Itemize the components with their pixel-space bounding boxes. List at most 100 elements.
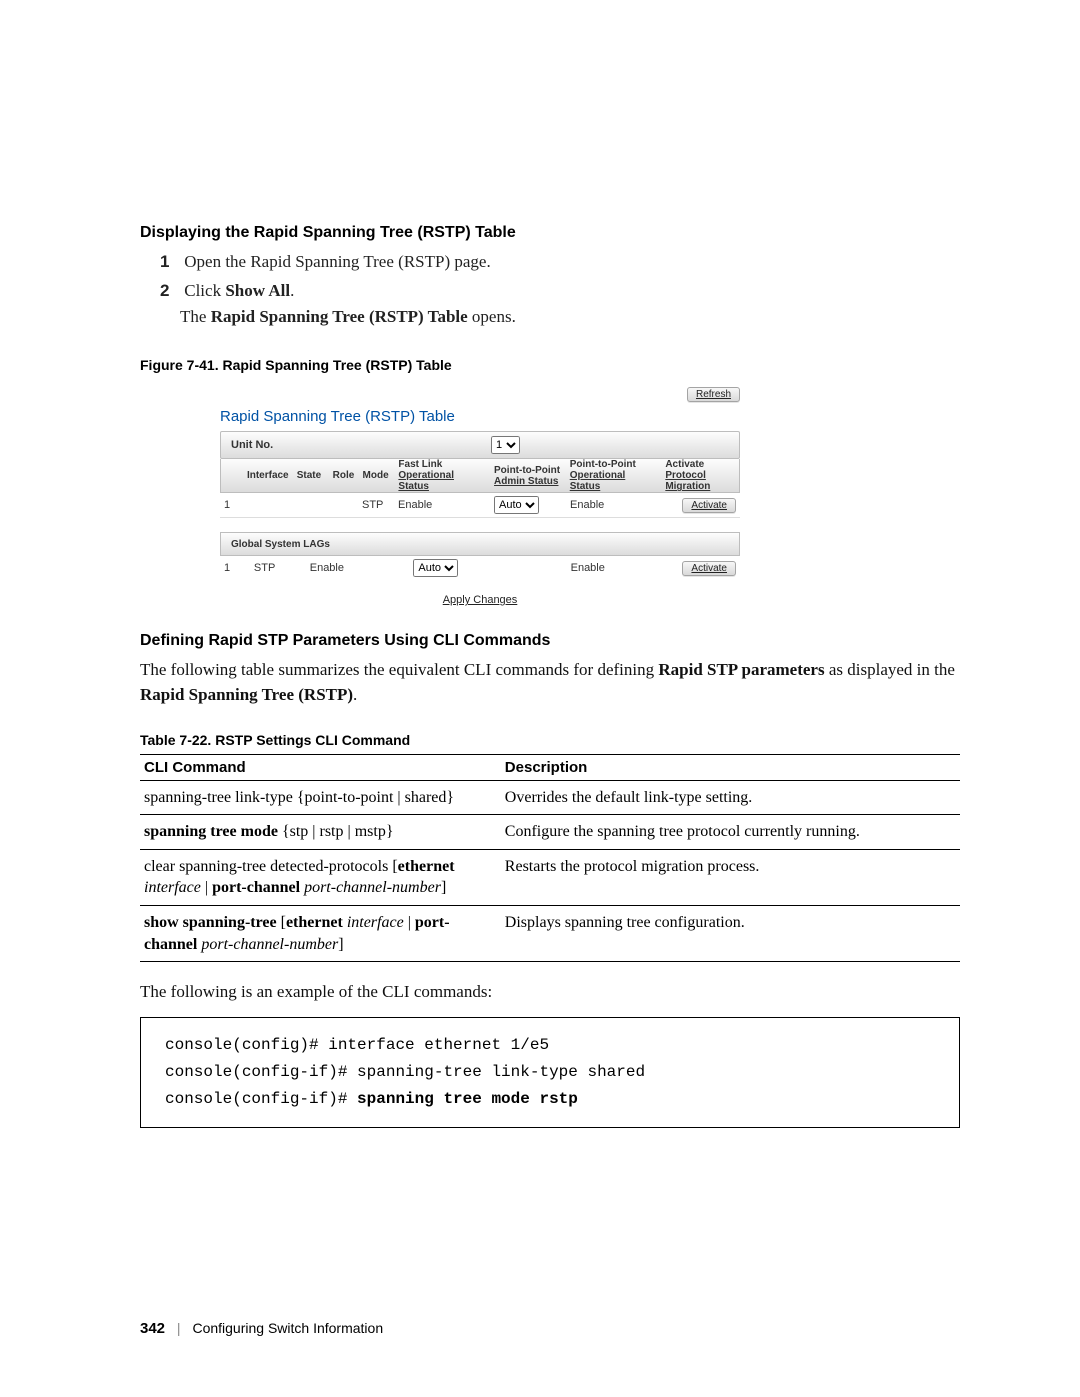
figure-caption-title: Rapid Spanning Tree (RSTP) Table	[222, 357, 451, 373]
cli-r3-g: port-channel-number	[300, 879, 441, 896]
step-1-text: Open the Rapid Spanning Tree (RSTP) page…	[184, 252, 490, 271]
cli-r4-a: show spanning-tree	[144, 914, 281, 931]
example-intro: The following is an example of the CLI c…	[140, 980, 960, 1005]
step-2-sub-a: The	[180, 307, 211, 326]
figure-caption-pre: Figure 7-41.	[140, 357, 222, 373]
row1-p2p-admin-select[interactable]: Auto	[494, 496, 539, 514]
cli-row-4: show spanning-tree [ethernet interface |…	[140, 905, 960, 961]
step-2-text-c: .	[290, 281, 294, 300]
lag-p2p-admin-select[interactable]: Auto	[413, 559, 458, 577]
col-p2p-op: Point-to-Point Operational Status	[566, 459, 662, 492]
col-p2p-admin: Point-to-Point Admin Status	[490, 465, 566, 487]
code-l1: console(config)# interface ethernet 1/e5	[165, 1036, 549, 1054]
code-l3b: spanning tree mode rstp	[357, 1090, 578, 1108]
cli-r2-cmd: spanning tree mode {stp | rstp | mstp}	[140, 815, 501, 850]
row1-p2p-op: Enable	[566, 499, 662, 511]
row1-activate-button[interactable]: Activate	[682, 498, 736, 513]
lag-row-1: 1 STP Enable Auto Enable Activate	[220, 556, 740, 580]
row1-mode: STP	[358, 499, 394, 511]
grid-header: Interface State Role Mode Fast Link Oper…	[220, 459, 740, 493]
cli-r3-c: ethernet	[398, 858, 455, 875]
col-role: Role	[329, 470, 359, 481]
step-2-text-a: Click	[184, 281, 225, 300]
step-list: 1 Open the Rapid Spanning Tree (RSTP) pa…	[160, 250, 960, 303]
step-2: 2 Click Show All.	[160, 279, 960, 304]
table-caption-pre: Table 7-22.	[140, 732, 215, 748]
cli-intro-c: as displayed in the	[825, 660, 955, 679]
unit-select[interactable]: 1	[491, 436, 520, 454]
cli-r2-cmd-a: spanning tree mode	[144, 823, 278, 840]
lag-p2p-op: Enable	[497, 562, 678, 574]
cli-r4-e: |	[404, 914, 415, 931]
col-p2p-op-b: Operational Status	[570, 470, 658, 492]
cli-r3-h: ]	[441, 879, 446, 896]
cli-row-1: spanning-tree link-type {point-to-point …	[140, 780, 960, 815]
cli-intro-b: Rapid STP parameters	[658, 660, 824, 679]
page: Displaying the Rapid Spanning Tree (RSTP…	[0, 0, 1080, 1397]
cli-r3-f: port-channel	[212, 879, 300, 896]
cli-r3-a: clear spanning-tree detected-protocols	[144, 858, 392, 875]
col-activate-b: Protocol Migration	[665, 470, 735, 492]
unit-label: Unit No.	[231, 439, 273, 451]
rstp-screenshot: Refresh Rapid Spanning Tree (RSTP) Table…	[220, 387, 740, 606]
page-number: 342	[140, 1320, 165, 1337]
cli-intro-e: .	[353, 685, 357, 704]
col-fastlink-a: Fast Link	[398, 459, 486, 470]
footer-separator: |	[177, 1320, 181, 1336]
cli-r4-cmd: show spanning-tree [ethernet interface |…	[140, 905, 501, 961]
footer-section: Configuring Switch Information	[192, 1320, 383, 1336]
cli-r4-desc: Displays spanning tree configuration.	[501, 905, 960, 961]
lag-p2p-admin: Auto	[409, 559, 497, 577]
cli-r4-d: interface	[343, 914, 404, 931]
col-state: State	[293, 470, 329, 481]
cli-r4-h: ]	[338, 936, 343, 953]
cli-row-2: spanning tree mode {stp | rstp | mstp} C…	[140, 815, 960, 850]
row1-idx: 1	[220, 499, 242, 511]
row1-p2p-admin: Auto	[490, 496, 566, 514]
step-2-text-b: Show All	[225, 281, 290, 300]
lag-header: Global System LAGs	[220, 532, 740, 556]
col-p2p-admin-a: Point-to-Point	[494, 465, 562, 476]
col-p2p-op-a: Point-to-Point	[570, 459, 658, 470]
col-mode: Mode	[359, 470, 395, 481]
step-1-num: 1	[160, 250, 180, 275]
heading-display-table: Displaying the Rapid Spanning Tree (RSTP…	[140, 224, 960, 242]
step-2-sub-b: Rapid Spanning Tree (RSTP) Table	[211, 307, 468, 326]
apply-changes-link[interactable]: Apply Changes	[443, 594, 518, 606]
cli-th-cmd: CLI Command	[140, 754, 501, 780]
step-2-num: 2	[160, 279, 180, 304]
col-activate-a: Activate	[665, 459, 735, 470]
page-footer: 342 | Configuring Switch Information	[140, 1320, 383, 1337]
step-2-sub: The Rapid Spanning Tree (RSTP) Table ope…	[180, 307, 960, 327]
lag-mode: STP	[250, 562, 306, 574]
cli-row-3: clear spanning-tree detected-protocols […	[140, 849, 960, 905]
table-caption: Table 7-22. RSTP Settings CLI Command	[140, 732, 960, 748]
lag-activate-cell: Activate	[678, 561, 740, 576]
cli-r3-desc: Restarts the protocol migration process.	[501, 849, 960, 905]
refresh-button[interactable]: Refresh	[687, 387, 740, 402]
cli-r3-d: interface	[144, 879, 201, 896]
cli-intro-a: The following table summarizes the equiv…	[140, 660, 658, 679]
step-2-sub-c: opens.	[468, 307, 516, 326]
lag-idx: 1	[220, 562, 250, 574]
figure-caption: Figure 7-41. Rapid Spanning Tree (RSTP) …	[140, 357, 960, 373]
cli-r4-g: port-channel-number	[197, 936, 338, 953]
refresh-row: Refresh	[220, 387, 740, 402]
cli-r2-cmd-b: {stp | rstp | mstp}	[278, 823, 394, 840]
cli-intro: The following table summarizes the equiv…	[140, 658, 960, 707]
cli-r1-cmd: spanning-tree link-type {point-to-point …	[140, 780, 501, 815]
table-caption-title: RSTP Settings CLI Command	[215, 732, 410, 748]
row1-fastlink: Enable	[394, 499, 490, 511]
cli-table: CLI Command Description spanning-tree li…	[140, 754, 960, 963]
cli-r1-desc: Overrides the default link-type setting.	[501, 780, 960, 815]
cli-r3-cmd: clear spanning-tree detected-protocols […	[140, 849, 501, 905]
code-block: console(config)# interface ethernet 1/e5…	[140, 1017, 960, 1129]
lag-activate-button[interactable]: Activate	[682, 561, 736, 576]
cli-r2-desc: Configure the spanning tree protocol cur…	[501, 815, 960, 850]
unit-bar: Unit No. 1	[220, 431, 740, 459]
cli-r4-c: ethernet	[286, 914, 343, 931]
code-l3a: console(config-if)#	[165, 1090, 357, 1108]
apply-row: Apply Changes	[220, 594, 740, 606]
col-fastlink: Fast Link Operational Status	[394, 459, 490, 492]
col-fastlink-b: Operational Status	[398, 470, 486, 492]
